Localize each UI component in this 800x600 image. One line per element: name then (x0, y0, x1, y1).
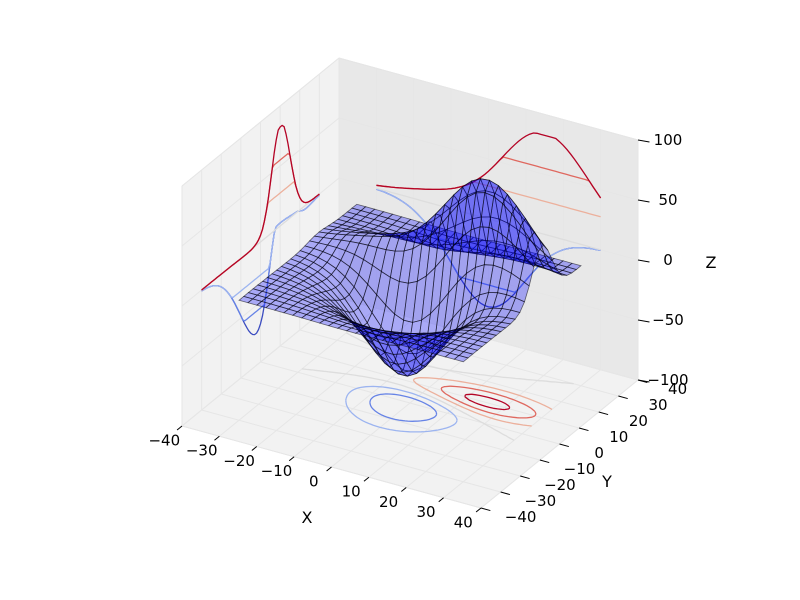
y-tick-mark (559, 443, 569, 448)
z-tick-label: −50 (652, 311, 684, 329)
y-tick-label: −40 (505, 508, 537, 526)
x-tick-mark (288, 456, 295, 462)
grid-line (181, 57, 340, 187)
grid-line (338, 297, 639, 381)
floor-contour (369, 393, 438, 422)
x-tick-mark (401, 487, 407, 492)
y-tick-label: −30 (524, 492, 556, 510)
y-tick-mark (598, 411, 609, 416)
y-tick-label: −10 (564, 460, 596, 478)
contour-projections (201, 124, 602, 441)
grid-line (181, 117, 340, 247)
z-axis-label: Z (706, 253, 717, 272)
x-tick-label: 30 (416, 503, 435, 521)
z-tick-mark (637, 139, 650, 143)
grid-line (299, 329, 599, 413)
x-tick-mark (251, 446, 258, 451)
x-tick-mark (214, 435, 220, 441)
y-tick-label: 10 (609, 428, 628, 446)
x-plane-contour (201, 194, 320, 299)
grid-line (221, 393, 521, 477)
x-tick-label: −30 (186, 442, 218, 460)
x-tick-mark (475, 507, 482, 513)
y-tick-mark (520, 475, 530, 480)
y-plane-contour (376, 187, 601, 251)
grid-line (240, 377, 541, 461)
z-tick-mark (637, 319, 650, 323)
y-tick-label: 0 (594, 444, 604, 462)
x-tick-mark (438, 497, 444, 503)
grid-line (338, 237, 639, 321)
y-tick-label: 40 (668, 380, 687, 398)
x-plane-contour (201, 124, 320, 291)
x-tick-label: −10 (261, 462, 293, 480)
y-tick-mark (578, 427, 589, 432)
z-tick-label: 0 (663, 251, 673, 269)
x-tick-mark (176, 425, 183, 431)
surface-mesh (238, 178, 582, 377)
y-tick-label: 20 (629, 412, 648, 430)
grid-line (201, 409, 501, 493)
grid-line (279, 345, 580, 429)
x-tick-label: 40 (454, 513, 473, 531)
x-tick-label: 10 (342, 483, 361, 501)
x-tick-label: 20 (379, 493, 398, 511)
z-tick-label: −100 (647, 371, 688, 389)
floor-contour (412, 377, 553, 427)
y-tick-mark (500, 491, 511, 496)
x-tick-mark (363, 476, 370, 482)
z-tick-mark (637, 379, 650, 383)
y-tick-label: −20 (544, 476, 576, 494)
y-axis-label: Y (601, 472, 612, 491)
floor-contour (345, 385, 458, 433)
x-tick-label: −20 (223, 452, 255, 470)
z-tick-label: 50 (658, 191, 677, 209)
x-tick-label: −40 (148, 431, 180, 449)
floor-contour (440, 385, 537, 419)
z-tick-mark (637, 259, 650, 263)
grid-line (260, 361, 560, 445)
x-tick-label: 0 (309, 472, 319, 490)
y-tick-mark (618, 395, 628, 400)
grid-line (338, 57, 639, 141)
y-plane-contour (376, 132, 602, 199)
z-tick-label: 100 (654, 131, 683, 149)
y-tick-mark (480, 507, 491, 512)
x-axis-label: X (302, 508, 313, 527)
y-tick-mark (539, 459, 550, 464)
surface-facet (453, 355, 469, 363)
x-tick-mark (326, 466, 332, 472)
grid-line (338, 117, 639, 201)
y-tick-label: 30 (648, 396, 667, 414)
floor-contour (464, 393, 511, 411)
z-tick-mark (637, 199, 650, 203)
